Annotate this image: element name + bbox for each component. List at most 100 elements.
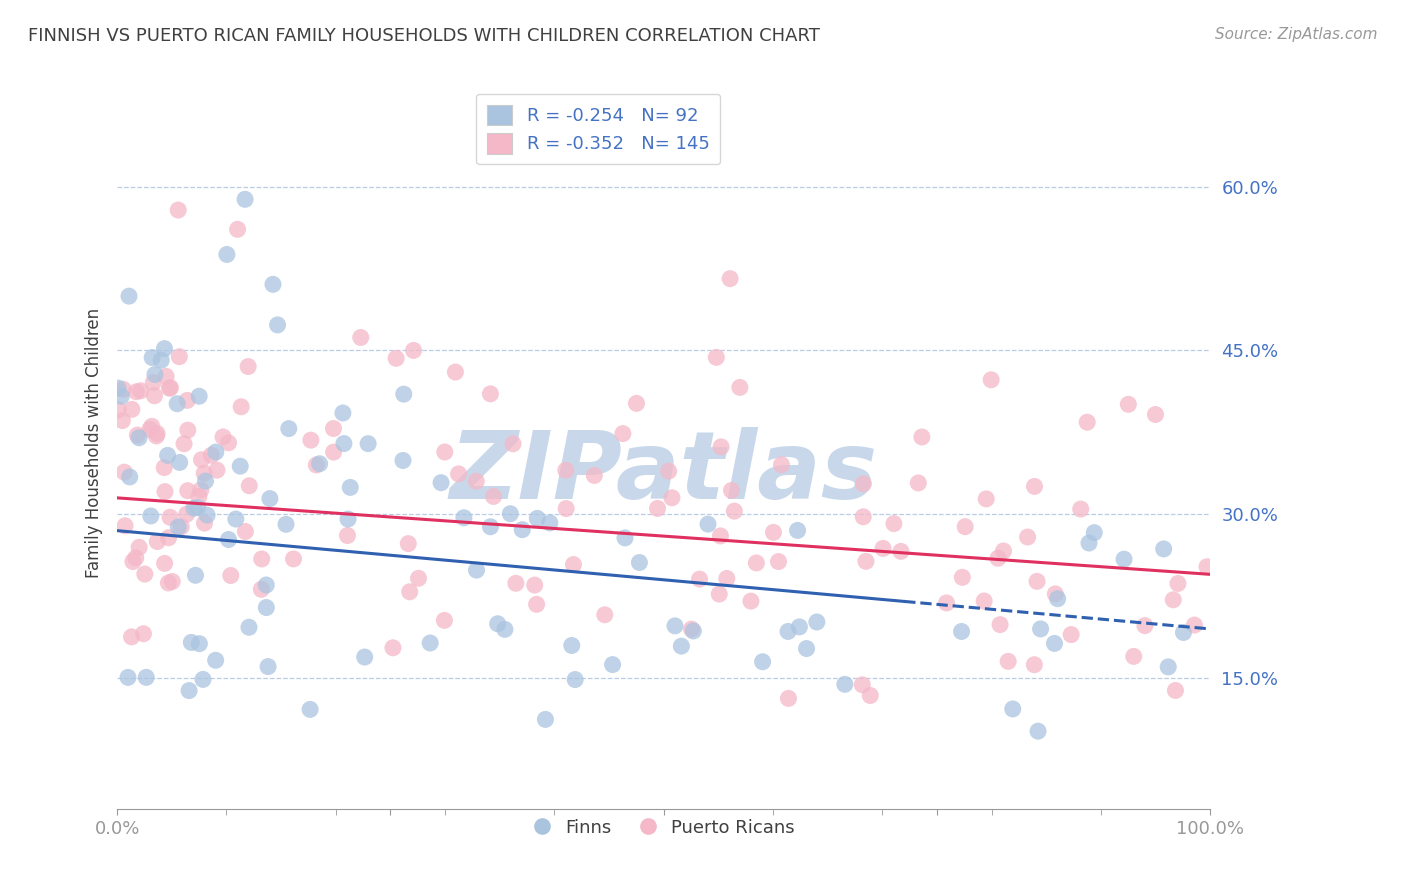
- Point: [143, 368, 166, 382]
- Point: [1133, 618, 1156, 632]
- Point: [195, 508, 218, 522]
- Point: [139, 508, 162, 523]
- Point: [907, 475, 929, 490]
- Point: [778, 691, 800, 706]
- Point: [1157, 660, 1180, 674]
- Point: [398, 584, 420, 599]
- Point: [1001, 702, 1024, 716]
- Point: [872, 541, 894, 556]
- Point: [170, 520, 193, 534]
- Point: [262, 277, 284, 292]
- Point: [176, 393, 198, 408]
- Point: [125, 550, 148, 565]
- Point: [993, 544, 1015, 558]
- Point: [193, 516, 215, 530]
- Point: [740, 594, 762, 608]
- Point: [187, 490, 209, 504]
- Point: [505, 576, 527, 591]
- Point: [350, 330, 373, 344]
- Point: [176, 507, 198, 521]
- Point: [250, 552, 273, 566]
- Point: [110, 389, 132, 403]
- Point: [218, 435, 240, 450]
- Point: [786, 524, 808, 538]
- Point: [562, 558, 585, 572]
- Point: [188, 389, 211, 403]
- Point: [502, 437, 524, 451]
- Point: [118, 470, 141, 484]
- Point: [121, 402, 143, 417]
- Point: [776, 624, 799, 639]
- Point: [1195, 559, 1218, 574]
- Point: [194, 474, 217, 488]
- Point: [139, 422, 162, 436]
- Point: [112, 465, 135, 479]
- Point: [1045, 587, 1067, 601]
- Point: [997, 654, 1019, 668]
- Point: [661, 491, 683, 505]
- Point: [218, 533, 240, 547]
- Point: [709, 529, 731, 543]
- Point: [430, 475, 453, 490]
- Point: [855, 554, 877, 568]
- Point: [299, 433, 322, 447]
- Point: [156, 449, 179, 463]
- Point: [159, 381, 181, 395]
- Point: [1070, 502, 1092, 516]
- Point: [177, 423, 200, 437]
- Point: [238, 479, 260, 493]
- Point: [935, 596, 957, 610]
- Point: [180, 635, 202, 649]
- Point: [1144, 408, 1167, 422]
- Point: [155, 369, 177, 384]
- Point: [419, 636, 441, 650]
- Point: [191, 673, 214, 687]
- Point: [212, 430, 235, 444]
- Point: [834, 677, 856, 691]
- Point: [526, 598, 548, 612]
- Text: ZIPatlas: ZIPatlas: [450, 426, 877, 518]
- Point: [128, 541, 150, 555]
- Point: [204, 653, 226, 667]
- Point: [950, 570, 973, 584]
- Point: [510, 523, 533, 537]
- Point: [257, 659, 280, 673]
- Point: [614, 531, 637, 545]
- Point: [1024, 479, 1046, 493]
- Point: [332, 406, 354, 420]
- Point: [339, 480, 361, 494]
- Point: [583, 468, 606, 483]
- Point: [751, 655, 773, 669]
- Point: [852, 476, 875, 491]
- Point: [128, 431, 150, 445]
- Point: [723, 504, 745, 518]
- Point: [392, 387, 415, 401]
- Point: [135, 670, 157, 684]
- Text: Source: ZipAtlas.com: Source: ZipAtlas.com: [1215, 27, 1378, 42]
- Point: [141, 351, 163, 365]
- Point: [226, 222, 249, 236]
- Point: [162, 574, 184, 589]
- Point: [1153, 541, 1175, 556]
- Point: [184, 568, 207, 582]
- Point: [682, 624, 704, 638]
- Point: [709, 587, 731, 601]
- Point: [183, 501, 205, 516]
- Point: [1029, 622, 1052, 636]
- Point: [479, 387, 502, 401]
- Point: [173, 436, 195, 450]
- Point: [612, 426, 634, 441]
- Point: [658, 464, 681, 478]
- Point: [689, 572, 711, 586]
- Point: [153, 460, 176, 475]
- Point: [167, 520, 190, 534]
- Point: [357, 436, 380, 450]
- Point: [1017, 530, 1039, 544]
- Point: [728, 380, 751, 394]
- Y-axis label: Family Households with Children: Family Households with Children: [86, 309, 103, 578]
- Point: [465, 475, 488, 489]
- Point: [111, 414, 134, 428]
- Point: [973, 594, 995, 608]
- Point: [121, 630, 143, 644]
- Point: [188, 637, 211, 651]
